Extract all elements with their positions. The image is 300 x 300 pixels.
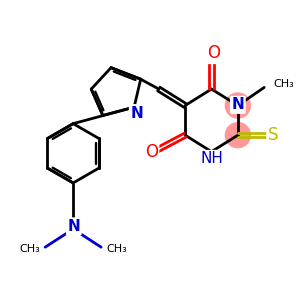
Text: N: N [232,98,244,112]
Circle shape [225,93,250,118]
Text: N: N [68,219,80,234]
Text: O: O [145,142,158,160]
Text: N: N [130,106,143,121]
Text: NH: NH [201,152,224,166]
Text: CH₃: CH₃ [106,244,127,254]
Circle shape [225,123,250,148]
Text: CH₃: CH₃ [273,79,294,89]
Text: O: O [207,44,220,62]
Text: CH₃: CH₃ [20,244,40,254]
Text: S: S [268,126,278,144]
